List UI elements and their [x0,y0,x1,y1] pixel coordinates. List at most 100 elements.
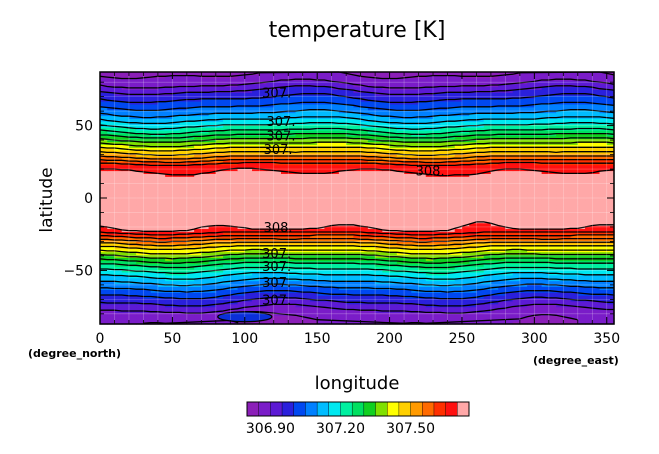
field-cell [556,144,564,148]
field-cell [273,321,282,325]
field-cell [367,144,376,148]
field-cell [280,242,289,247]
field-cell [440,295,449,299]
field-cell [309,182,318,186]
field-cell [585,280,593,285]
field-cell [512,170,521,174]
field-cell [317,182,326,186]
field-cell [454,213,463,218]
field-cell [599,193,608,198]
field-cell [382,173,391,177]
field-cell [425,150,434,154]
field-cell [476,225,485,230]
field-cell [447,182,456,186]
field-cell [548,156,557,160]
field-cell [165,196,173,201]
field-cell [440,158,449,163]
field-cell [288,184,297,189]
field-cell [273,280,282,285]
field-cell [331,187,340,192]
field-cell [165,274,173,279]
field-cell [592,132,601,137]
field-cell [252,153,260,157]
field-cell [527,216,535,221]
field-cell [563,283,572,287]
field-cell [585,138,593,143]
field-cell [179,315,188,319]
field-cell [425,222,434,227]
field-cell [302,190,311,195]
field-cell [585,277,593,282]
field-cell [317,266,326,270]
field-cell [476,303,485,308]
field-cell [606,280,615,285]
field-cell [447,216,456,221]
field-cell [280,173,289,177]
field-cell [194,121,202,125]
field-cell [577,193,586,198]
field-cell [425,315,434,319]
field-cell [527,277,535,282]
field-cell [252,228,260,232]
field-cell [556,222,564,227]
field-cell [433,213,441,218]
field-cell [548,292,557,296]
field-cell [505,283,514,287]
field-cell [490,173,499,177]
field-cell [570,228,579,232]
field-cell [128,260,137,264]
field-cell [237,124,246,128]
field-cell [157,318,166,322]
field-cell [266,297,275,302]
field-cell [433,176,441,180]
field-cell [425,297,434,302]
field-cell [121,251,130,256]
field-cell [157,156,166,160]
field-cell [143,213,152,218]
field-cell [606,190,615,195]
field-cell [512,147,521,151]
field-cell [179,248,188,253]
field-cell [346,187,354,192]
field-cell [483,202,492,206]
field-cell [411,283,420,287]
field-cell [396,292,405,296]
field-cell [469,225,478,230]
field-cell [556,292,564,296]
field-cell [389,216,398,221]
field-cell [324,286,333,290]
field-cell [273,161,282,166]
field-cell [440,248,449,253]
field-cell [360,321,369,325]
field-cell [389,179,398,183]
field-cell [273,211,282,215]
field-cell [599,318,608,322]
field-cell [404,161,412,166]
field-cell [425,245,434,250]
field-cell [107,205,116,209]
field-cell [302,260,311,264]
field-cell [194,179,202,183]
field-cell [411,231,420,235]
field-cell [252,277,260,282]
field-cell [150,242,159,247]
field-cell [128,283,137,287]
field-cell [541,280,550,285]
field-cell [186,318,195,322]
field-cell [353,289,362,293]
field-cell [440,300,449,305]
field-cell [592,179,601,183]
field-cell [295,309,304,314]
field-cell [454,124,463,128]
field-cell [498,170,507,174]
field-cell [433,231,441,235]
field-cell [541,292,550,296]
field-cell [288,129,297,134]
field-cell [288,182,297,186]
field-cell [454,176,463,180]
field-cell [266,118,275,122]
field-cell [375,182,383,186]
field-cell [302,292,311,296]
field-cell [280,118,289,122]
field-cell [100,170,108,174]
